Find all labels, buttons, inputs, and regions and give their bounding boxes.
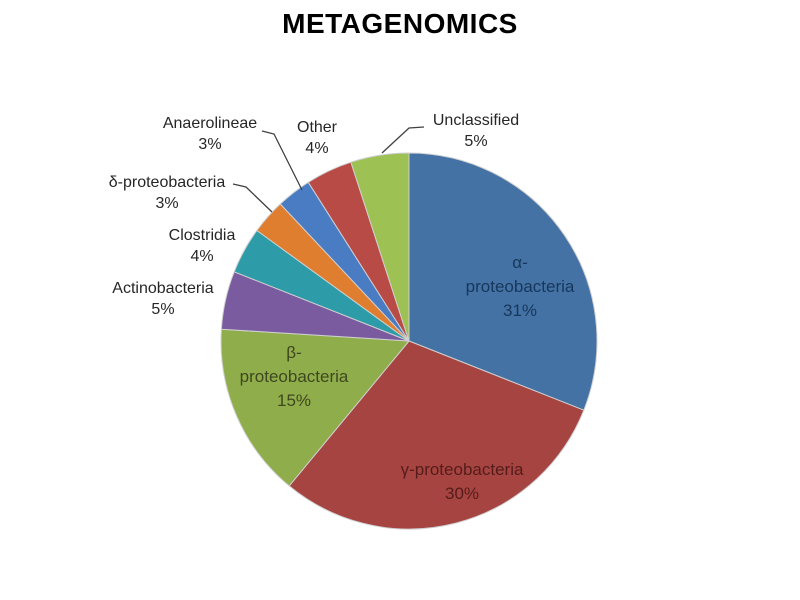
chart-title: METAGENOMICS: [282, 8, 518, 39]
pie-slice-proteobacteria: [408, 152, 598, 411]
slice-label-proteobacteria: α-proteobacteria 31%: [466, 251, 575, 323]
leader-line-unclassified: [381, 126, 425, 154]
leader-line-anaerolineae: [261, 130, 303, 191]
slice-label-line: 4%: [190, 248, 214, 265]
slice-label-line: 31%: [502, 301, 538, 320]
slice-label-line: 3%: [155, 195, 179, 212]
slice-label-line: β-: [286, 343, 302, 362]
slice-label-proteobacteria: β-proteobacteria 15%: [240, 341, 349, 413]
slice-label-line: Clostridia: [168, 227, 236, 244]
pie-slice-proteobacteria: [288, 340, 585, 530]
slice-label-line: proteobacteria: [239, 367, 349, 386]
slice-label-line: Anaerolineae: [162, 115, 258, 132]
slice-label-line: 15%: [276, 391, 312, 410]
slice-label-line: Actinobacteria: [112, 280, 214, 297]
slice-label-line: proteobacteria: [465, 277, 575, 296]
slice-label-line: 3%: [198, 136, 222, 153]
slice-label-line: γ-proteobacteria: [400, 460, 524, 479]
slice-label-line: Other: [296, 119, 338, 136]
pie-slice-proteobacteria: [220, 328, 410, 487]
slice-label-line: δ-proteobacteria: [108, 174, 226, 191]
slice-label-line: 30%: [444, 484, 480, 503]
slice-label-other: Other 4%: [297, 117, 337, 159]
slice-label-proteobacteria: γ-proteobacteria 30%: [401, 458, 524, 506]
slice-label-line: 5%: [464, 133, 488, 150]
pie-slice-unclassified: [350, 152, 410, 342]
slice-label-actinobacteria: Actinobacteria 5%: [112, 278, 213, 320]
slice-label-line: 4%: [305, 140, 329, 157]
slice-label-clostridia: Clostridia 4%: [169, 225, 236, 267]
leader-line-proteobacteria: [232, 183, 273, 213]
slice-label-line: Unclassified: [432, 112, 520, 129]
slice-label-unclassified: Unclassified 5%: [433, 110, 519, 152]
slice-label-line: α-: [512, 253, 528, 272]
slice-label-proteobacteria: δ-proteobacteria 3%: [109, 172, 226, 214]
slice-label-line: 5%: [151, 301, 175, 318]
slice-label-anaerolineae: Anaerolineae 3%: [163, 113, 257, 155]
